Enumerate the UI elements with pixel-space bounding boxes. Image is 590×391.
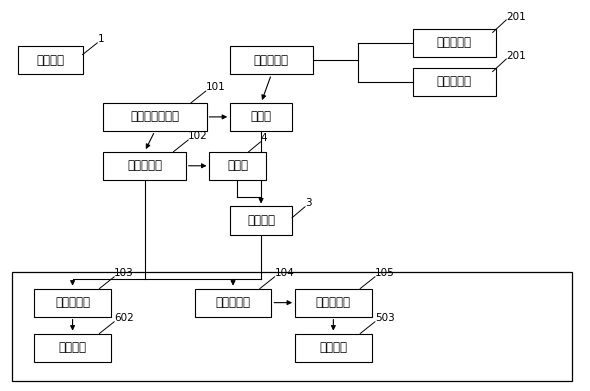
Text: 贴片定位控制器: 贴片定位控制器 (130, 110, 179, 124)
Bar (209, 152, 266, 180)
Text: 4: 4 (261, 133, 267, 143)
Text: 主控制器: 主控制器 (36, 54, 64, 67)
Text: 锡膏印刷机: 锡膏印刷机 (254, 54, 289, 67)
Text: 602: 602 (114, 313, 134, 323)
Text: 201: 201 (506, 50, 526, 61)
Bar (230, 206, 292, 235)
Text: 3: 3 (305, 198, 312, 208)
Bar (230, 46, 313, 74)
Bar (34, 289, 111, 317)
Text: 传送带: 传送带 (227, 159, 248, 172)
Text: 频率设定器: 频率设定器 (316, 296, 351, 309)
Text: 锡膏印刷板: 锡膏印刷板 (437, 36, 472, 49)
Bar (12, 272, 572, 381)
Bar (413, 68, 496, 96)
Text: 回流焊机: 回流焊机 (247, 214, 275, 227)
Text: 103: 103 (114, 268, 134, 278)
Text: 101: 101 (206, 82, 225, 92)
Bar (295, 289, 372, 317)
Bar (295, 334, 372, 362)
Bar (413, 29, 496, 57)
Bar (103, 152, 186, 180)
Text: 104: 104 (275, 268, 294, 278)
Text: 贴片机: 贴片机 (251, 110, 271, 124)
Text: 1: 1 (97, 34, 104, 44)
Text: 吸附控制器: 吸附控制器 (55, 296, 90, 309)
Bar (103, 103, 206, 131)
Bar (18, 46, 83, 74)
Bar (230, 103, 292, 131)
Text: 503: 503 (375, 313, 395, 323)
Text: 201: 201 (506, 11, 526, 22)
Text: 105: 105 (375, 268, 395, 278)
Text: 定吹风机: 定吹风机 (319, 341, 348, 354)
Text: 102: 102 (188, 131, 208, 141)
Text: 传送控制器: 传送控制器 (127, 159, 162, 172)
Text: 胶液印刷板: 胶液印刷板 (437, 75, 472, 88)
Bar (34, 334, 111, 362)
Bar (195, 289, 271, 317)
Text: 定吹控制器: 定吹控制器 (215, 296, 251, 309)
Text: 定吸风机: 定吸风机 (58, 341, 87, 354)
